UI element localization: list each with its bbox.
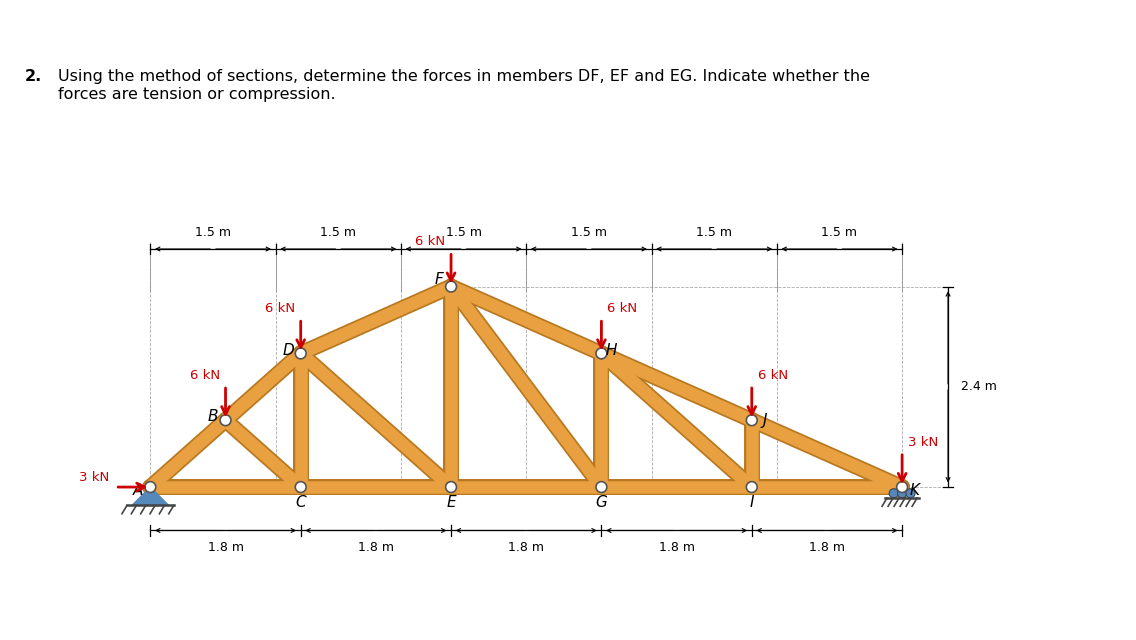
Text: 1.8 m: 1.8 m bbox=[809, 541, 845, 554]
Text: G: G bbox=[595, 495, 608, 509]
Text: Using the method of sections, determine the forces in members DF, EF and EG. Ind: Using the method of sections, determine … bbox=[58, 69, 870, 102]
Text: D: D bbox=[283, 342, 294, 358]
Circle shape bbox=[889, 489, 899, 498]
Circle shape bbox=[220, 415, 231, 426]
Text: 2.: 2. bbox=[25, 69, 42, 84]
Circle shape bbox=[596, 482, 607, 493]
Circle shape bbox=[445, 482, 457, 493]
Text: 1.5 m: 1.5 m bbox=[571, 226, 607, 239]
Circle shape bbox=[445, 281, 457, 292]
Text: E: E bbox=[446, 495, 456, 509]
Circle shape bbox=[746, 482, 758, 493]
Text: 1.8 m: 1.8 m bbox=[358, 541, 394, 554]
Text: 1.5 m: 1.5 m bbox=[445, 226, 482, 239]
Text: 1.8 m: 1.8 m bbox=[508, 541, 544, 554]
Circle shape bbox=[896, 482, 908, 493]
Text: 1.5 m: 1.5 m bbox=[821, 226, 858, 239]
Text: 3 kN: 3 kN bbox=[80, 470, 109, 484]
Text: A: A bbox=[133, 483, 143, 498]
Text: K: K bbox=[910, 483, 920, 498]
Circle shape bbox=[596, 348, 607, 359]
Text: 2.4 m: 2.4 m bbox=[961, 380, 996, 394]
Text: I: I bbox=[750, 495, 754, 509]
Text: 1.5 m: 1.5 m bbox=[320, 226, 357, 239]
Text: J: J bbox=[762, 413, 767, 428]
Circle shape bbox=[295, 348, 306, 359]
Text: C: C bbox=[295, 495, 306, 509]
Polygon shape bbox=[132, 487, 169, 506]
Text: 1.8 m: 1.8 m bbox=[659, 541, 694, 554]
Text: 1.5 m: 1.5 m bbox=[696, 226, 733, 239]
Text: 6 kN: 6 kN bbox=[608, 302, 637, 315]
Text: F: F bbox=[434, 273, 443, 287]
Text: 6 kN: 6 kN bbox=[415, 235, 445, 248]
Circle shape bbox=[746, 415, 758, 426]
Circle shape bbox=[295, 482, 306, 493]
Text: 6 kN: 6 kN bbox=[265, 302, 295, 315]
Text: B: B bbox=[208, 410, 218, 424]
Circle shape bbox=[145, 482, 156, 493]
Text: 6 kN: 6 kN bbox=[758, 369, 787, 382]
Text: 3 kN: 3 kN bbox=[908, 436, 938, 449]
Circle shape bbox=[905, 489, 916, 498]
Text: 1.8 m: 1.8 m bbox=[208, 541, 243, 554]
Text: 1.5 m: 1.5 m bbox=[195, 226, 231, 239]
Text: H: H bbox=[605, 342, 617, 358]
Text: 6 kN: 6 kN bbox=[190, 369, 219, 382]
Circle shape bbox=[897, 489, 907, 498]
